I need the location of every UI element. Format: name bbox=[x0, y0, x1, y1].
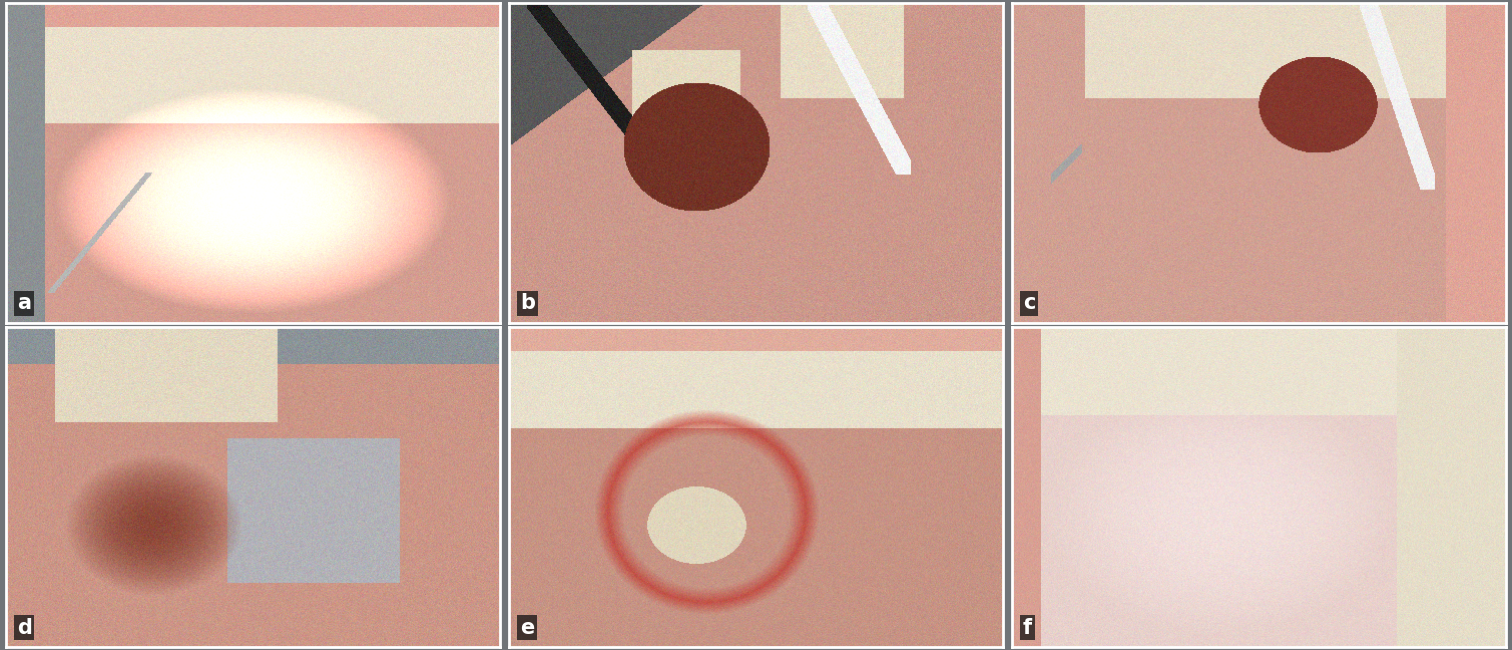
Text: f: f bbox=[1024, 618, 1033, 638]
Text: b: b bbox=[520, 293, 535, 313]
Text: a: a bbox=[17, 293, 30, 313]
Text: d: d bbox=[17, 618, 32, 638]
Text: e: e bbox=[520, 618, 534, 638]
Text: c: c bbox=[1024, 293, 1036, 313]
